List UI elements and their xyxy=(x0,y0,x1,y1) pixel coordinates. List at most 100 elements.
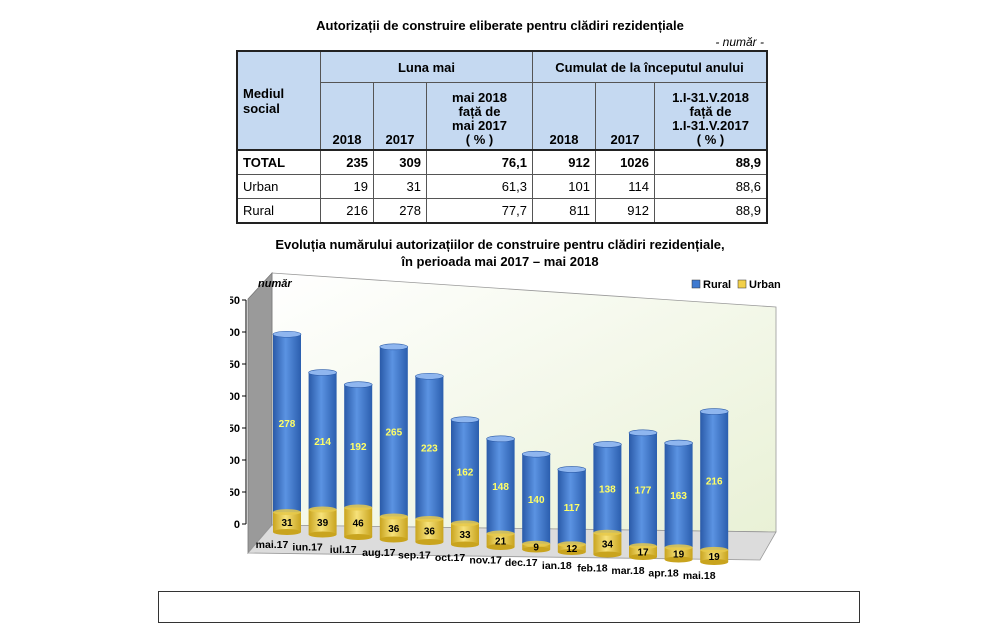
bar-urban-base xyxy=(415,539,444,545)
bar-rural xyxy=(700,411,729,550)
col-header-pct-month: mai 2018 față de mai 2017( % ) xyxy=(426,82,533,151)
bar-joint xyxy=(557,541,586,548)
legend-label-urban: Urban xyxy=(749,279,781,291)
bar-rural xyxy=(344,384,373,508)
bar-rural xyxy=(522,454,551,544)
bar-urban xyxy=(415,518,444,542)
bar-urban xyxy=(379,516,408,540)
data-label-rural: 148 xyxy=(492,482,509,493)
bar-urban xyxy=(486,533,515,547)
x-tick-label: iun.17 xyxy=(292,542,323,554)
x-tick-label: mai.18 xyxy=(683,570,716,582)
bar-urban-base xyxy=(308,531,337,538)
bar-urban-base xyxy=(344,534,373,540)
chart-side-wall xyxy=(247,271,273,555)
x-tick-label: feb.18 xyxy=(577,562,608,574)
bar-joint xyxy=(273,509,301,516)
data-label-rural: 163 xyxy=(670,491,687,502)
stacked-bar-chart: 050100150200250300350număr 2783121439192… xyxy=(230,271,781,582)
bar-rural xyxy=(308,372,337,510)
bar-joint xyxy=(379,513,408,520)
bar-urban xyxy=(273,512,301,532)
data-label-urban: 39 xyxy=(317,518,329,529)
data-label-urban: 34 xyxy=(602,540,614,551)
bar-rural-top xyxy=(379,343,409,351)
data-label-rural: 214 xyxy=(314,437,331,448)
data-label-urban: 33 xyxy=(459,530,471,541)
data-label-rural: 140 xyxy=(528,495,545,506)
bar-rural xyxy=(629,432,657,547)
bar-rural-top xyxy=(664,439,693,447)
legend-swatch-urban xyxy=(737,279,747,289)
data-label-rural: 177 xyxy=(635,485,652,496)
y-tick-label: 150 xyxy=(230,423,240,435)
table-title: Autorizații de construire eliberate pent… xyxy=(316,18,684,33)
bar-rural-top xyxy=(450,416,480,423)
y-tick-label: 300 xyxy=(230,327,240,339)
data-label-urban: 21 xyxy=(495,536,507,547)
x-tick-label: apr.18 xyxy=(648,568,679,580)
table-row: TOTAL 235 309 76,1 912 1026 88,9 xyxy=(236,149,768,175)
bar-urban xyxy=(664,547,693,560)
bar-rural xyxy=(486,438,515,534)
col-header: 2017 xyxy=(373,82,427,151)
x-tick-label: ian.18 xyxy=(542,560,572,572)
bar-joint xyxy=(522,540,551,547)
y-tick-label: 50 xyxy=(230,487,240,499)
y-tick-label: 350 xyxy=(230,295,240,307)
bar-urban xyxy=(700,549,729,562)
y-tick-label: 0 xyxy=(234,519,240,531)
bar-joint xyxy=(664,544,693,551)
chart-title-line1: Evoluția numărului autorizațiilor de con… xyxy=(275,237,725,252)
bar-joint xyxy=(451,520,479,527)
bottom-frame xyxy=(158,591,860,623)
row-header: Mediul social xyxy=(236,50,321,151)
y-tick-label: 200 xyxy=(230,391,240,403)
data-label-urban: 9 xyxy=(533,543,539,554)
legend-swatch-rural xyxy=(691,279,701,289)
bar-rural xyxy=(451,419,479,524)
bar-urban-base xyxy=(557,549,586,555)
bar-rural-top xyxy=(699,408,729,415)
bar-joint xyxy=(593,529,622,536)
x-tick-label: mai.17 xyxy=(256,539,289,551)
bar-urban xyxy=(593,532,622,555)
bar-urban-base xyxy=(593,551,622,558)
bar-rural-top xyxy=(308,369,337,376)
x-tick-label: mar.18 xyxy=(611,565,644,577)
table-row: Rural 216 278 77,7 811 912 88,9 xyxy=(236,198,768,224)
data-label-rural: 138 xyxy=(599,485,616,496)
y-tick-label: 250 xyxy=(230,359,240,371)
bar-urban-base xyxy=(629,554,657,560)
data-label-urban: 36 xyxy=(388,524,400,535)
bar-urban xyxy=(344,507,373,537)
bar-urban xyxy=(557,544,586,552)
col-header-pct-cumulative: 1.I-31.V.2018 față de 1.I-31.V.2017( % ) xyxy=(654,82,768,151)
bar-joint xyxy=(308,506,337,513)
bar-rural-top xyxy=(415,372,444,380)
data-label-urban: 31 xyxy=(281,518,293,529)
bar-urban xyxy=(629,546,657,557)
bar-rural-top xyxy=(628,429,658,437)
bar-urban xyxy=(451,523,479,545)
statistics-table: Mediul social Luna mai Cumulat de la înc… xyxy=(236,50,768,224)
bar-rural xyxy=(273,334,301,513)
data-label-urban: 17 xyxy=(637,548,649,559)
bar-urban-base xyxy=(451,541,479,548)
data-label-urban: 12 xyxy=(566,544,578,555)
bar-rural xyxy=(593,444,622,533)
bar-rural-top xyxy=(521,450,551,458)
table-unit: - număr - xyxy=(715,35,764,49)
data-label-rural: 216 xyxy=(706,477,723,488)
bar-urban-base xyxy=(700,559,729,565)
bar-rural xyxy=(415,376,444,519)
x-tick-label: iul.17 xyxy=(330,544,357,556)
x-tick-label: sep.17 xyxy=(398,549,431,561)
bar-urban-base xyxy=(664,556,693,563)
data-label-rural: 223 xyxy=(421,444,438,455)
bar-urban-base xyxy=(379,536,408,543)
x-tick-label: dec.17 xyxy=(505,557,538,569)
table-row: Urban 19 31 61,3 101 114 88,6 xyxy=(236,174,768,199)
bar-rural xyxy=(557,469,586,545)
y-axis-label: număr xyxy=(258,278,292,290)
